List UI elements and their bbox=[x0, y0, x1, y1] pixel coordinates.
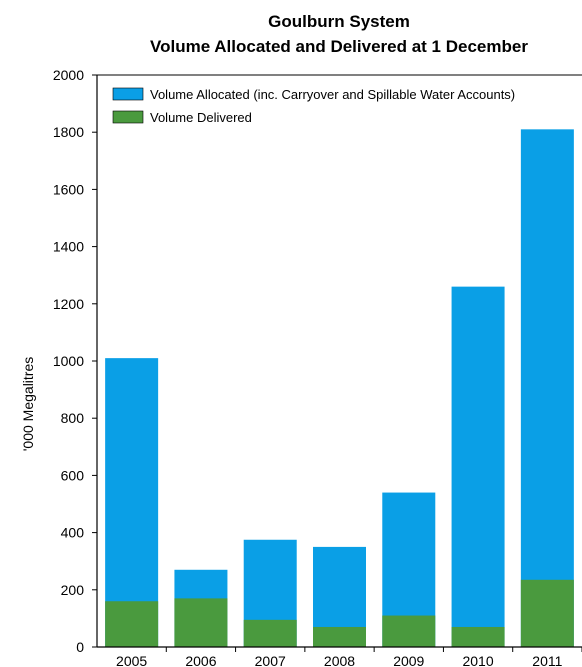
y-tick-label-200: 200 bbox=[61, 582, 85, 598]
x-tick-label-2011: 2011 bbox=[532, 653, 562, 667]
x-tick-label-2005: 2005 bbox=[116, 653, 147, 667]
y-tick-label-1600: 1600 bbox=[53, 181, 84, 197]
bar-delivered-2008 bbox=[313, 626, 366, 647]
x-tick-label-2006: 2006 bbox=[185, 653, 216, 667]
bar-delivered-2010 bbox=[451, 626, 505, 647]
y-axis-label: '000 Megalitres bbox=[20, 357, 36, 452]
y-tick-label-1000: 1000 bbox=[53, 353, 84, 369]
y-tick-label-0: 0 bbox=[76, 639, 84, 655]
y-tick-label-1400: 1400 bbox=[53, 239, 84, 255]
legend-label-delivered: Volume Delivered bbox=[150, 110, 252, 125]
bar-delivered-2005 bbox=[105, 601, 159, 647]
bar-delivered-2011 bbox=[520, 579, 574, 647]
y-tick-label-400: 400 bbox=[61, 525, 85, 541]
bar-allocated-2010 bbox=[451, 286, 505, 647]
bar-allocated-2005 bbox=[105, 358, 159, 647]
chart-title-line-2: Volume Allocated and Delivered at 1 Dece… bbox=[150, 37, 528, 56]
bar-delivered-2006 bbox=[174, 598, 228, 647]
axes-layer bbox=[92, 74, 582, 652]
bar-delivered-2007 bbox=[243, 619, 297, 647]
bars-layer bbox=[105, 129, 574, 648]
x-tick-label-2010: 2010 bbox=[462, 653, 493, 667]
legend-label-allocated: Volume Allocated (inc. Carryover and Spi… bbox=[150, 87, 515, 102]
legend-swatch-allocated bbox=[112, 87, 144, 101]
y-tick-label-1800: 1800 bbox=[53, 124, 84, 140]
x-tick-label-2009: 2009 bbox=[393, 653, 424, 667]
y-tick-label-600: 600 bbox=[61, 467, 85, 483]
legend: Volume Allocated (inc. Carryover and Spi… bbox=[112, 87, 515, 125]
chart-title-line-1: Goulburn System bbox=[268, 12, 410, 31]
y-tick-label-2000: 2000 bbox=[53, 67, 84, 83]
x-tick-label-2008: 2008 bbox=[324, 653, 355, 667]
bar-allocated-2011 bbox=[520, 129, 574, 648]
bar-delivered-2009 bbox=[382, 615, 436, 647]
y-tick-label-800: 800 bbox=[61, 410, 85, 426]
legend-swatch-delivered bbox=[112, 110, 144, 124]
y-tick-label-1200: 1200 bbox=[53, 296, 84, 312]
ticks-layer: 2005 2006 2007 2008 2009 2010 2011 0 200 400 600 80… bbox=[53, 67, 563, 667]
x-tick-label-2007: 2007 bbox=[255, 653, 286, 667]
